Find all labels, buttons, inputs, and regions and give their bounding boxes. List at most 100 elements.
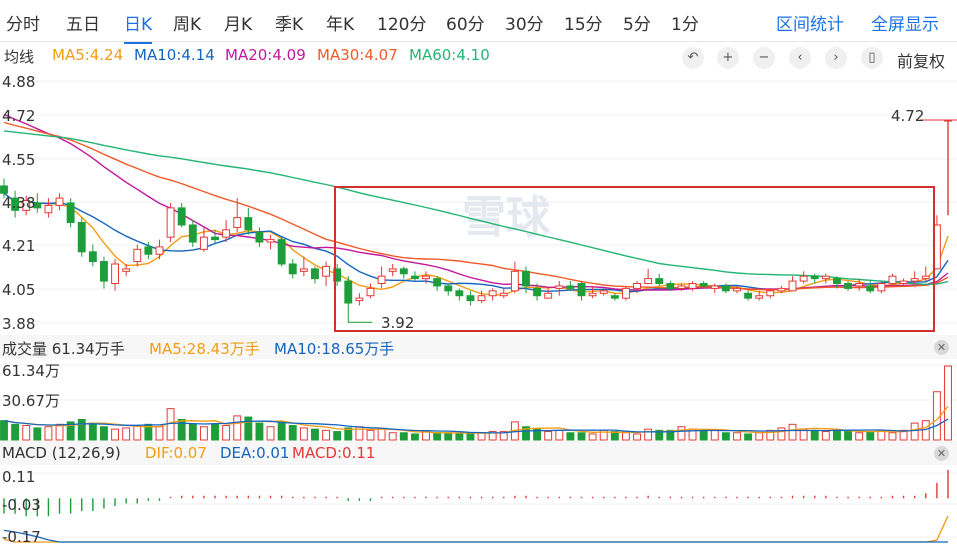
- candle-body: [677, 285, 686, 289]
- candle-body: [744, 292, 753, 299]
- candle-body: [122, 268, 131, 272]
- candle-body: [910, 278, 919, 282]
- candle-style-icon[interactable]: ▯: [861, 47, 883, 69]
- candle-body: [377, 275, 386, 285]
- period-tabs: 分时 五日 日K 周K 月K 季K 年K 120分 60分 30分 15分 5分…: [0, 0, 957, 44]
- candle-body: [311, 268, 319, 280]
- close-volume-icon[interactable]: ✕: [934, 340, 949, 355]
- candle-body: [477, 295, 486, 302]
- candle-body: [155, 246, 164, 255]
- volume-bar: [55, 423, 64, 441]
- macd-tick-label: -0.17: [2, 528, 41, 545]
- tab-monthly-k[interactable]: 月K: [224, 15, 253, 35]
- fullscreen-link[interactable]: 全屏显示: [871, 15, 939, 35]
- candle-body: [77, 222, 86, 253]
- volume-bar: [533, 428, 542, 441]
- adjust-mode-button[interactable]: 前复权: [897, 52, 946, 71]
- close-macd-icon[interactable]: ✕: [934, 446, 949, 461]
- dif-legend: DIF:0.07: [145, 444, 207, 462]
- volume-bar: [222, 425, 231, 441]
- tab-5-min[interactable]: 5分: [623, 15, 651, 35]
- candle-body: [111, 263, 120, 285]
- volume-bar: [866, 431, 875, 441]
- tab-yearly-k[interactable]: 年K: [326, 15, 355, 35]
- volume-bar: [177, 418, 186, 441]
- candle-body: [777, 287, 786, 292]
- tab-30-min[interactable]: 30分: [505, 15, 544, 35]
- undo-icon[interactable]: ↶: [682, 47, 704, 69]
- tab-15-min[interactable]: 15分: [564, 15, 603, 35]
- candle-body: [721, 285, 730, 292]
- price-tick-label: 4.88: [2, 73, 35, 91]
- candle-body: [710, 285, 719, 289]
- volume-bar: [899, 429, 908, 441]
- candle-body: [466, 295, 475, 302]
- candle-body: [44, 204, 53, 214]
- candle-body: [766, 290, 775, 297]
- period-low-marker: [347, 315, 373, 323]
- tab-quarterly-k[interactable]: 季K: [275, 15, 304, 35]
- volume-bar: [621, 432, 630, 441]
- volume-bar: [155, 426, 164, 441]
- volume-legend: 成交量 61.34万手: [2, 340, 125, 358]
- candle-body: [821, 275, 830, 280]
- volume-bar: [755, 432, 764, 441]
- tab-60-min[interactable]: 60分: [446, 15, 485, 35]
- scroll-left-icon[interactable]: ‹: [789, 47, 811, 69]
- candle-body: [499, 292, 508, 297]
- tab-five-day[interactable]: 五日: [66, 15, 100, 35]
- candle-body: [921, 275, 930, 280]
- candle-body: [510, 270, 519, 292]
- candle-body: [633, 283, 641, 289]
- range-stats-link[interactable]: 区间统计: [776, 15, 844, 35]
- volume-ma10-line: [3, 418, 949, 434]
- candle-body: [544, 292, 553, 299]
- zoom-in-icon[interactable]: +: [717, 47, 739, 69]
- volume-bar: [821, 431, 830, 441]
- candle-body: [255, 231, 264, 243]
- tab-weekly-k[interactable]: 周K: [173, 15, 202, 35]
- tab-daily-k[interactable]: 日K: [124, 10, 153, 44]
- tab-minute[interactable]: 分时: [6, 15, 40, 35]
- zoom-out-icon[interactable]: −: [753, 47, 775, 69]
- volume-bar: [77, 418, 86, 441]
- volume-bar: [388, 432, 397, 441]
- price-tick-label: 4.72: [2, 107, 35, 125]
- scroll-right-icon[interactable]: ›: [825, 47, 847, 69]
- candle-body: [655, 278, 664, 285]
- volume-header: 成交量 61.34万手 MA5:28.43万手 MA10:18.65万手 ✕: [0, 335, 957, 359]
- candle-body: [288, 263, 297, 275]
- volume-bar: [466, 433, 475, 441]
- candle-body: [211, 236, 219, 241]
- volume-bar: [22, 425, 31, 441]
- candle-body: [266, 239, 275, 243]
- candle-body: [277, 239, 286, 265]
- candle-body: [355, 297, 364, 302]
- volume-bar: [100, 426, 108, 441]
- volume-bar: [266, 426, 275, 441]
- volume-bar: [910, 422, 919, 441]
- volume-ma5-legend: MA5:28.43万手: [149, 340, 260, 358]
- volume-bar: [744, 433, 753, 441]
- candle-body: [433, 278, 442, 287]
- volume-bar: [133, 425, 142, 441]
- volume-bar: [610, 431, 619, 441]
- tab-1-min[interactable]: 1分: [671, 15, 699, 35]
- volume-bar: [944, 365, 952, 441]
- macd-tick-label: 0.11: [2, 468, 35, 486]
- volume-bar: [233, 415, 242, 441]
- candle-body: [399, 268, 408, 275]
- volume-bar: [844, 431, 852, 441]
- candle-body: [188, 224, 197, 243]
- volume-bar: [88, 422, 97, 441]
- volume-tick-label: 30.67万: [2, 392, 60, 410]
- volume-bar: [66, 421, 75, 441]
- candle-body: [488, 290, 497, 297]
- tab-120-min[interactable]: 120分: [377, 15, 427, 35]
- candle-body: [733, 287, 741, 292]
- volume-bar: [655, 429, 664, 441]
- volume-bar: [455, 433, 464, 441]
- volume-ma10-legend: MA10:18.65万手: [274, 340, 395, 358]
- macd-value-legend: MACD:0.11: [292, 444, 376, 462]
